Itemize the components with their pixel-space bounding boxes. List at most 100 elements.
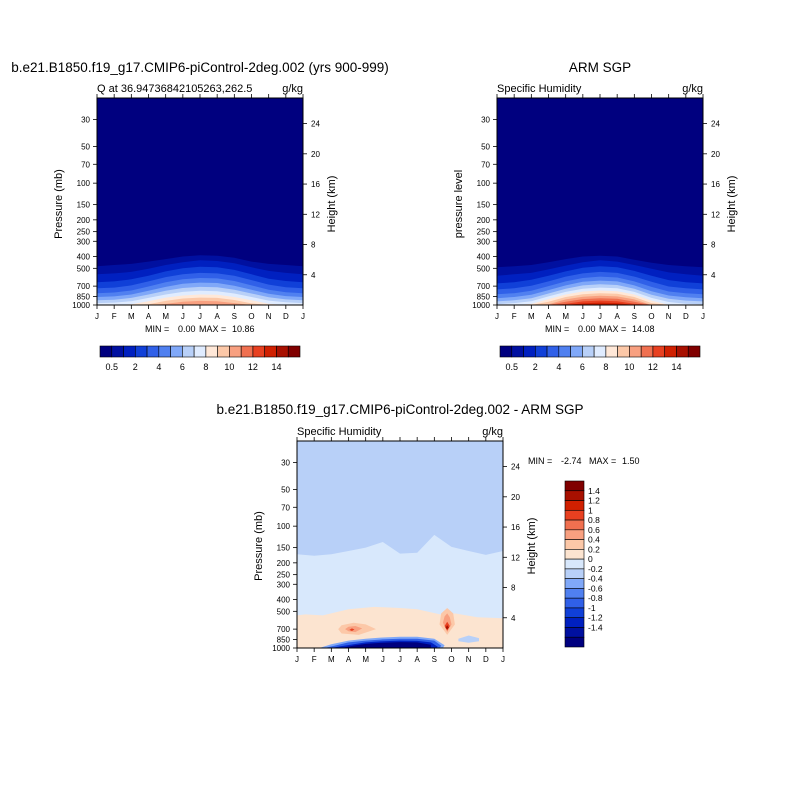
- colorbar-label: 0.4: [588, 535, 600, 545]
- colorbar-box: [229, 345, 242, 358]
- y-tick-label: 300: [277, 580, 291, 589]
- height-tick-label: 12: [311, 210, 320, 219]
- x-tick-label: A: [546, 312, 552, 321]
- colorbar-box: [564, 480, 585, 492]
- colorbar-label: 14: [271, 362, 281, 372]
- y-tick-label: 50: [481, 142, 490, 151]
- y-tick-label: 30: [481, 115, 490, 124]
- x-tick-label: F: [312, 655, 317, 664]
- colorbar-box: [582, 345, 595, 358]
- x-tick-label: J: [701, 312, 705, 321]
- colorbar-box: [605, 345, 618, 358]
- colorbar-box: [499, 345, 513, 358]
- y-tick-label: 30: [281, 458, 290, 467]
- height-tick-label: 12: [511, 553, 520, 562]
- colorbar-label: 2: [533, 362, 538, 372]
- y-tick-label: 100: [277, 522, 291, 531]
- colorbar-box: [158, 345, 171, 358]
- height-tick-label: 16: [311, 180, 320, 189]
- colorbar-box: [252, 345, 266, 358]
- colorbar-box: [99, 345, 113, 358]
- colorbar-box: [564, 568, 585, 579]
- x-tick-label: M: [362, 655, 369, 664]
- y-tick-label: 1000: [472, 301, 490, 310]
- panel-diff-ylabel-right: Height (km): [526, 518, 538, 575]
- x-tick-label: A: [146, 312, 152, 321]
- y-tick-label: 400: [77, 253, 91, 262]
- colorbar-label: 0.2: [588, 544, 600, 554]
- height-tick-label: 16: [711, 180, 720, 189]
- contour-band: [445, 625, 449, 630]
- y-tick-label: 150: [477, 201, 491, 210]
- colorbar-label: 8: [203, 362, 208, 372]
- colorbar-box: [205, 345, 218, 358]
- height-tick-label: 12: [711, 210, 720, 219]
- y-tick-label: 70: [481, 160, 490, 169]
- panel-diff-ylabel: Pressure (mb): [253, 511, 265, 581]
- colorbar-box: [564, 558, 585, 570]
- x-tick-label: M: [162, 312, 169, 321]
- panel-obs-ylabel: pressure level: [453, 170, 465, 238]
- x-tick-label: J: [295, 655, 299, 664]
- y-tick-label: 30: [81, 115, 90, 124]
- colorbar-box: [193, 345, 207, 358]
- colorbar-label: 10: [624, 362, 634, 372]
- panel-diff: b.e21.B1850.f19_g17.CMIP6-piControl-2deg…: [217, 402, 640, 664]
- panel-obs-min-value: 0.00: [578, 324, 596, 334]
- y-tick-label: 300: [77, 237, 91, 246]
- colorbar-box: [564, 636, 585, 648]
- colorbar-label: -0.4: [588, 574, 603, 584]
- colorbar-box: [182, 345, 195, 358]
- panel-model-ylabel: Pressure (mb): [53, 169, 65, 239]
- panel-model-min-label: MIN =: [145, 324, 169, 334]
- panel-obs-ylabel-right: Height (km): [726, 176, 738, 233]
- panel-obs-left-label: Specific Humidity: [497, 83, 582, 95]
- colorbar-box: [240, 345, 254, 358]
- y-tick-label: 150: [77, 201, 91, 210]
- y-tick-label: 200: [77, 216, 91, 225]
- colorbar-box: [593, 345, 607, 358]
- colorbar-box: [558, 345, 571, 358]
- colorbar-label: 10: [224, 362, 234, 372]
- colorbar-box: [564, 597, 585, 609]
- panel-model-units: g/kg: [282, 83, 303, 95]
- colorbar-box: [146, 345, 160, 358]
- colorbar-label: -1: [588, 603, 596, 613]
- height-tick-label: 8: [311, 241, 316, 250]
- panel-model-max-label: MAX =: [199, 324, 226, 334]
- x-tick-label: A: [346, 655, 352, 664]
- x-tick-label: M: [128, 312, 135, 321]
- colorbar-box: [111, 345, 124, 358]
- colorbar-box: [546, 345, 560, 358]
- colorbar-label: 1.4: [588, 486, 600, 496]
- colorbar-label: -1.2: [588, 613, 603, 623]
- y-tick-label: 700: [277, 625, 291, 634]
- colorbar-label: 12: [648, 362, 658, 372]
- panel-model: b.e21.B1850.f19_g17.CMIP6-piControl-2deg…: [11, 60, 389, 372]
- x-tick-label: N: [666, 312, 672, 321]
- y-tick-label: 850: [277, 635, 291, 644]
- x-tick-label: J: [398, 655, 402, 664]
- colorbar-box: [564, 627, 585, 638]
- colorbar-box: [564, 588, 585, 599]
- colorbar-box: [276, 345, 289, 358]
- x-tick-label: M: [528, 312, 535, 321]
- colorbar-box: [564, 549, 585, 560]
- y-tick-label: 100: [77, 179, 91, 188]
- height-tick-label: 20: [711, 150, 720, 159]
- y-tick-label: 70: [81, 160, 90, 169]
- x-tick-label: M: [562, 312, 569, 321]
- x-tick-label: F: [512, 312, 517, 321]
- panel-obs-colorbar: 0.5 2 4 6 8 10 12 14: [499, 345, 701, 372]
- x-tick-label: J: [181, 312, 185, 321]
- panel-diff-colorbar: -1.4-1.2-1-0.8-0.6-0.4-0.200.20.40.60.81…: [564, 480, 603, 648]
- colorbar-box: [511, 345, 524, 358]
- colorbar-label: 1: [588, 505, 593, 515]
- height-tick-label: 20: [511, 493, 520, 502]
- y-tick-label: 850: [477, 292, 491, 301]
- x-tick-label: J: [501, 655, 505, 664]
- panel-diff-left-label: Specific Humidity: [297, 426, 382, 438]
- colorbar-label: 1.2: [588, 496, 600, 506]
